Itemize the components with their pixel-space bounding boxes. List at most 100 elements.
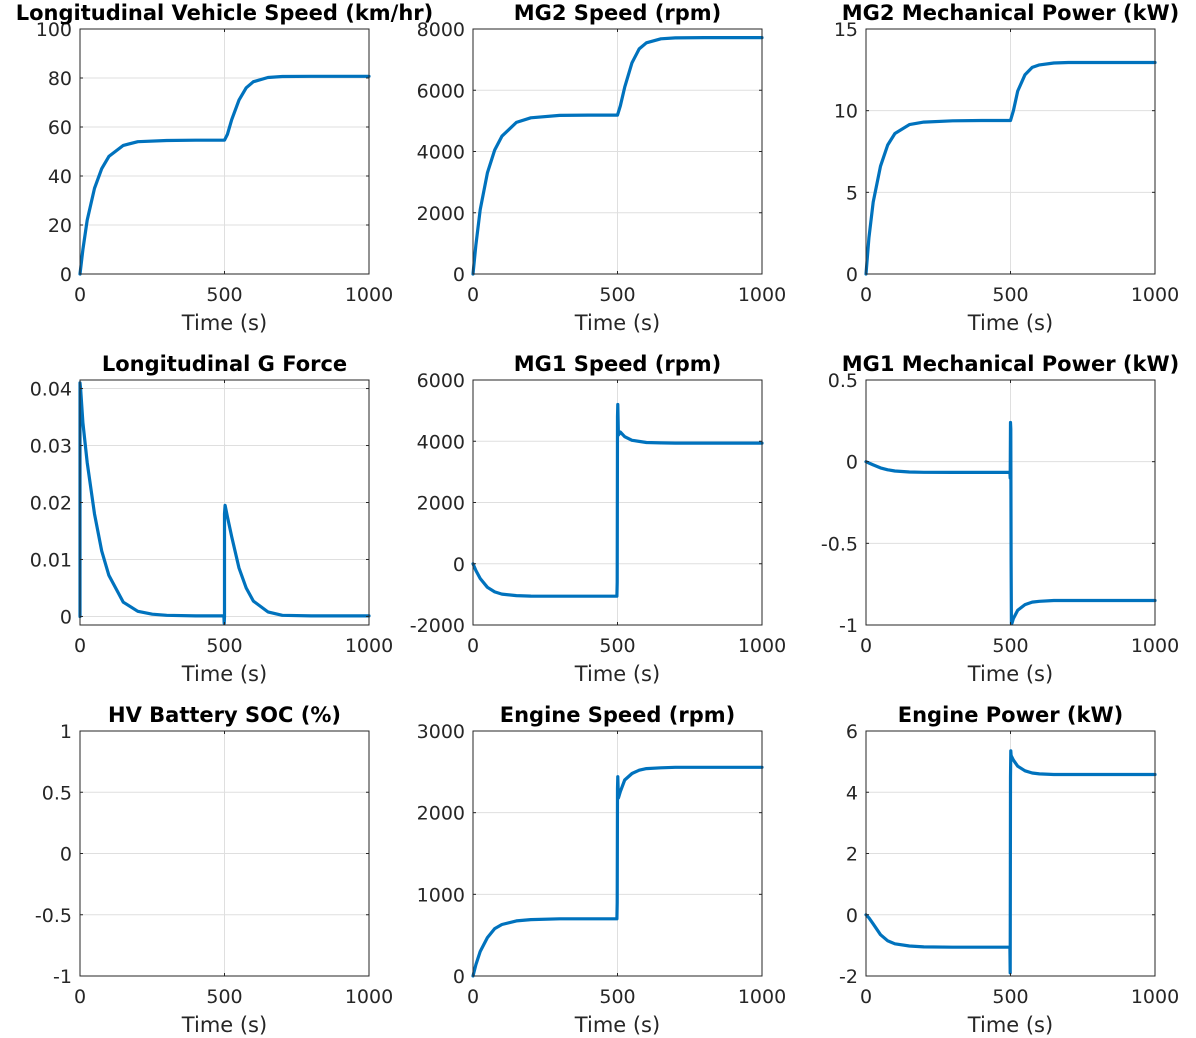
series-line-1 bbox=[864, 60, 1157, 276]
x-tick-label: 1000 bbox=[345, 635, 393, 657]
x-tick-label: 0 bbox=[467, 986, 479, 1008]
x-tick-label: 1000 bbox=[738, 635, 786, 657]
x-tick-label: 500 bbox=[992, 284, 1028, 306]
subplot-4: 0 500 1000 0 0.01 0.02 0.03 0.04 Time (s) Longitu… bbox=[30, 352, 393, 686]
x-tick-label: 500 bbox=[206, 986, 242, 1008]
y-tick-label: 0 bbox=[846, 452, 858, 474]
x-axis-label: Time (s) bbox=[574, 311, 660, 335]
x-axis-label: Time (s) bbox=[181, 311, 267, 335]
y-tick-label: -1 bbox=[53, 966, 72, 988]
y-tick-label: 100 bbox=[36, 19, 72, 41]
x-tick-label: 0 bbox=[860, 986, 872, 1008]
y-tick-label: 0 bbox=[846, 905, 858, 927]
y-tick-label: 0.01 bbox=[30, 549, 72, 571]
y-tick-label: 60 bbox=[48, 117, 72, 139]
x-tick-label: 1000 bbox=[1131, 986, 1179, 1008]
x-tick-label: 1000 bbox=[345, 986, 393, 1008]
subplot-6: 0 500 1000 -1 -0.5 0 0.5 Time (s) MG1 Mechanical… bbox=[821, 352, 1179, 686]
y-tick-label: 8000 bbox=[417, 19, 465, 41]
chart-title: Engine Speed (rpm) bbox=[500, 703, 735, 727]
y-tick-label: 0 bbox=[846, 264, 858, 286]
x-tick-label: 500 bbox=[992, 986, 1028, 1008]
y-tick-label: -2 bbox=[839, 966, 858, 988]
x-tick-label: 500 bbox=[599, 635, 635, 657]
y-tick-label: 40 bbox=[48, 166, 72, 188]
x-tick-label: 500 bbox=[206, 284, 242, 306]
y-tick-label: 2000 bbox=[417, 803, 465, 825]
y-tick-label: 0 bbox=[453, 554, 465, 576]
x-axis-label: Time (s) bbox=[181, 1013, 267, 1037]
x-tick-label: 0 bbox=[860, 635, 872, 657]
series-line-1 bbox=[471, 402, 764, 598]
x-tick-label: 500 bbox=[599, 284, 635, 306]
chart-title: Longitudinal G Force bbox=[102, 352, 347, 376]
subplot-2: 0 500 1000 0 2000 4000 6000 8000 Time (s) MG2 Spe… bbox=[417, 1, 787, 335]
y-tick-label: 0 bbox=[60, 264, 72, 286]
x-tick-label: 0 bbox=[74, 986, 86, 1008]
subplot-8: 0 500 1000 0 1000 2000 3000 Time (s) Engine Spee… bbox=[417, 703, 787, 1037]
chart-title: MG2 Speed (rpm) bbox=[514, 1, 722, 25]
x-axis-label: Time (s) bbox=[967, 311, 1053, 335]
y-tick-label: 2000 bbox=[417, 203, 465, 225]
chart-title: MG1 Speed (rpm) bbox=[514, 352, 722, 376]
chart-title: HV Battery SOC (%) bbox=[108, 703, 341, 727]
series-line-1 bbox=[471, 765, 764, 978]
x-tick-label: 1000 bbox=[1131, 284, 1179, 306]
y-tick-label: 2 bbox=[846, 844, 858, 866]
x-tick-label: 0 bbox=[860, 284, 872, 306]
chart-title: Longitudinal Vehicle Speed (km/hr) bbox=[16, 1, 434, 25]
x-axis-label: Time (s) bbox=[574, 1013, 660, 1037]
y-tick-label: 6 bbox=[846, 721, 858, 743]
y-tick-label: 5 bbox=[846, 182, 858, 204]
x-tick-label: 1000 bbox=[738, 284, 786, 306]
x-tick-label: 500 bbox=[206, 635, 242, 657]
x-tick-label: 1000 bbox=[345, 284, 393, 306]
y-tick-label: 0.02 bbox=[30, 493, 72, 515]
y-tick-label: 0 bbox=[453, 966, 465, 988]
chart-title: MG1 Mechanical Power (kW) bbox=[842, 352, 1180, 376]
y-tick-label: 1 bbox=[60, 721, 72, 743]
y-tick-label: 80 bbox=[48, 68, 72, 90]
x-axis-label: Time (s) bbox=[181, 662, 267, 686]
y-tick-label: -2000 bbox=[410, 615, 465, 637]
y-tick-label: -1 bbox=[839, 615, 858, 637]
x-tick-label: 0 bbox=[74, 284, 86, 306]
y-tick-label: 2000 bbox=[417, 493, 465, 515]
y-tick-label: 3000 bbox=[417, 721, 465, 743]
x-axis-label: Time (s) bbox=[967, 662, 1053, 686]
series-line-1 bbox=[864, 749, 1157, 975]
subplot-1: 0 500 1000 0 20 40 60 80 100 Time (s) Longitudinal… bbox=[16, 1, 434, 335]
x-tick-label: 500 bbox=[599, 986, 635, 1008]
y-tick-label: 1000 bbox=[417, 884, 465, 906]
series-line-1 bbox=[471, 36, 764, 276]
series-line-1 bbox=[78, 74, 371, 276]
x-tick-label: 0 bbox=[467, 635, 479, 657]
y-tick-label: 6000 bbox=[417, 370, 465, 392]
y-tick-label: 4000 bbox=[417, 431, 465, 453]
y-tick-label: -0.5 bbox=[821, 533, 858, 555]
y-tick-label: 15 bbox=[834, 19, 858, 41]
y-tick-label: 0.5 bbox=[42, 782, 72, 804]
y-tick-label: 0 bbox=[453, 264, 465, 286]
y-tick-label: 10 bbox=[834, 101, 858, 123]
y-tick-label: 0 bbox=[60, 606, 72, 628]
series-line-1 bbox=[78, 381, 371, 625]
y-tick-label: 6000 bbox=[417, 80, 465, 102]
subplot-3: 0 500 1000 0 5 10 15 Time (s) MG2 Mechanical Pow… bbox=[834, 1, 1179, 335]
x-tick-label: 1000 bbox=[738, 986, 786, 1008]
subplot-7: 0 500 1000 -1 -0.5 0 0.5 1 Time (s) HV Battery SO… bbox=[35, 703, 393, 1037]
x-tick-label: 500 bbox=[992, 635, 1028, 657]
y-tick-label: 0.04 bbox=[30, 379, 72, 401]
y-tick-label: 4000 bbox=[417, 142, 465, 164]
chart-title: Engine Power (kW) bbox=[898, 703, 1123, 727]
x-axis-label: Time (s) bbox=[967, 1013, 1053, 1037]
chart-title: MG2 Mechanical Power (kW) bbox=[842, 1, 1180, 25]
x-axis-label: Time (s) bbox=[574, 662, 660, 686]
x-tick-label: 0 bbox=[467, 284, 479, 306]
series-line-1 bbox=[864, 420, 1157, 625]
y-tick-label: 0 bbox=[60, 844, 72, 866]
x-tick-label: 1000 bbox=[1131, 635, 1179, 657]
